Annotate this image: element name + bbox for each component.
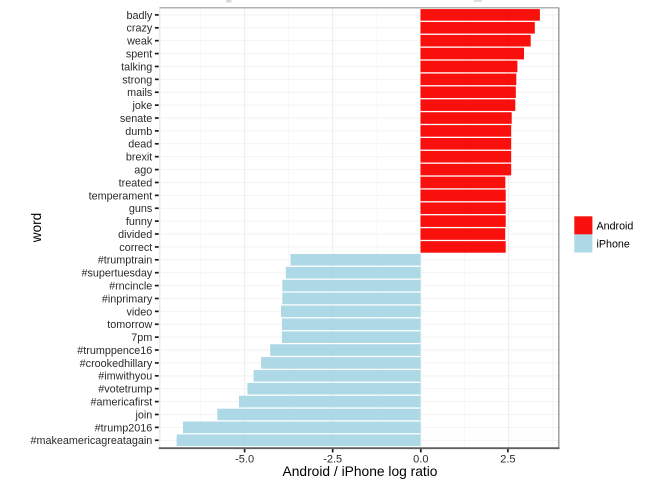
svg-text:weak: weak bbox=[126, 36, 153, 48]
svg-text:strong: strong bbox=[122, 74, 152, 86]
svg-text:join: join bbox=[134, 409, 152, 421]
svg-text:video: video bbox=[126, 306, 152, 318]
svg-text:crazy: crazy bbox=[127, 23, 153, 35]
svg-text:#crookedhillary: #crookedhillary bbox=[80, 358, 153, 370]
svg-text:mails: mails bbox=[127, 87, 153, 99]
svg-text:ago: ago bbox=[134, 164, 152, 176]
svg-text:#makeamericagreatagain: #makeamericagreatagain bbox=[30, 435, 152, 447]
svg-text:iPhone: iPhone bbox=[597, 238, 630, 250]
svg-text:#rncincle: #rncincle bbox=[109, 280, 152, 292]
svg-text:Android: Android bbox=[597, 220, 634, 232]
svg-text:word: word bbox=[29, 213, 44, 243]
svg-text:7pm: 7pm bbox=[131, 332, 152, 344]
svg-text:Android / iPhone log ratio: Android / iPhone log ratio bbox=[283, 464, 438, 479]
svg-text:dead: dead bbox=[128, 139, 152, 151]
svg-text:#supertuesday: #supertuesday bbox=[81, 268, 152, 280]
svg-text:treated: treated bbox=[119, 177, 153, 189]
svg-text:talking: talking bbox=[121, 61, 152, 73]
svg-text:-5.0: -5.0 bbox=[235, 453, 254, 465]
svg-text:tomorrow: tomorrow bbox=[107, 319, 152, 331]
svg-text:#inprimary: #inprimary bbox=[102, 293, 153, 305]
svg-text:funny: funny bbox=[126, 216, 153, 228]
svg-text:#trumppence16: #trumppence16 bbox=[77, 345, 152, 357]
svg-text:2.5: 2.5 bbox=[500, 453, 515, 465]
svg-text:#imwithyou: #imwithyou bbox=[98, 371, 152, 383]
svg-text:senate: senate bbox=[120, 113, 152, 125]
svg-text:brexit: brexit bbox=[126, 152, 152, 164]
svg-text:dumb: dumb bbox=[125, 126, 152, 138]
svg-text:#votetrump: #votetrump bbox=[98, 384, 152, 396]
svg-text:temperament: temperament bbox=[89, 190, 153, 202]
svg-text:#trumptrain: #trumptrain bbox=[98, 255, 153, 267]
svg-text:0.0: 0.0 bbox=[413, 453, 428, 465]
svg-text:#americafirst: #americafirst bbox=[90, 397, 152, 409]
svg-text:#trump2016: #trump2016 bbox=[95, 422, 153, 434]
svg-text:spent: spent bbox=[126, 48, 152, 60]
svg-text:-2.5: -2.5 bbox=[323, 453, 342, 465]
svg-text:badly: badly bbox=[126, 10, 152, 22]
svg-text:divided: divided bbox=[118, 229, 152, 241]
svg-text:joke: joke bbox=[131, 100, 152, 112]
svg-text:correct: correct bbox=[119, 242, 152, 254]
svg-text:guns: guns bbox=[129, 203, 153, 215]
